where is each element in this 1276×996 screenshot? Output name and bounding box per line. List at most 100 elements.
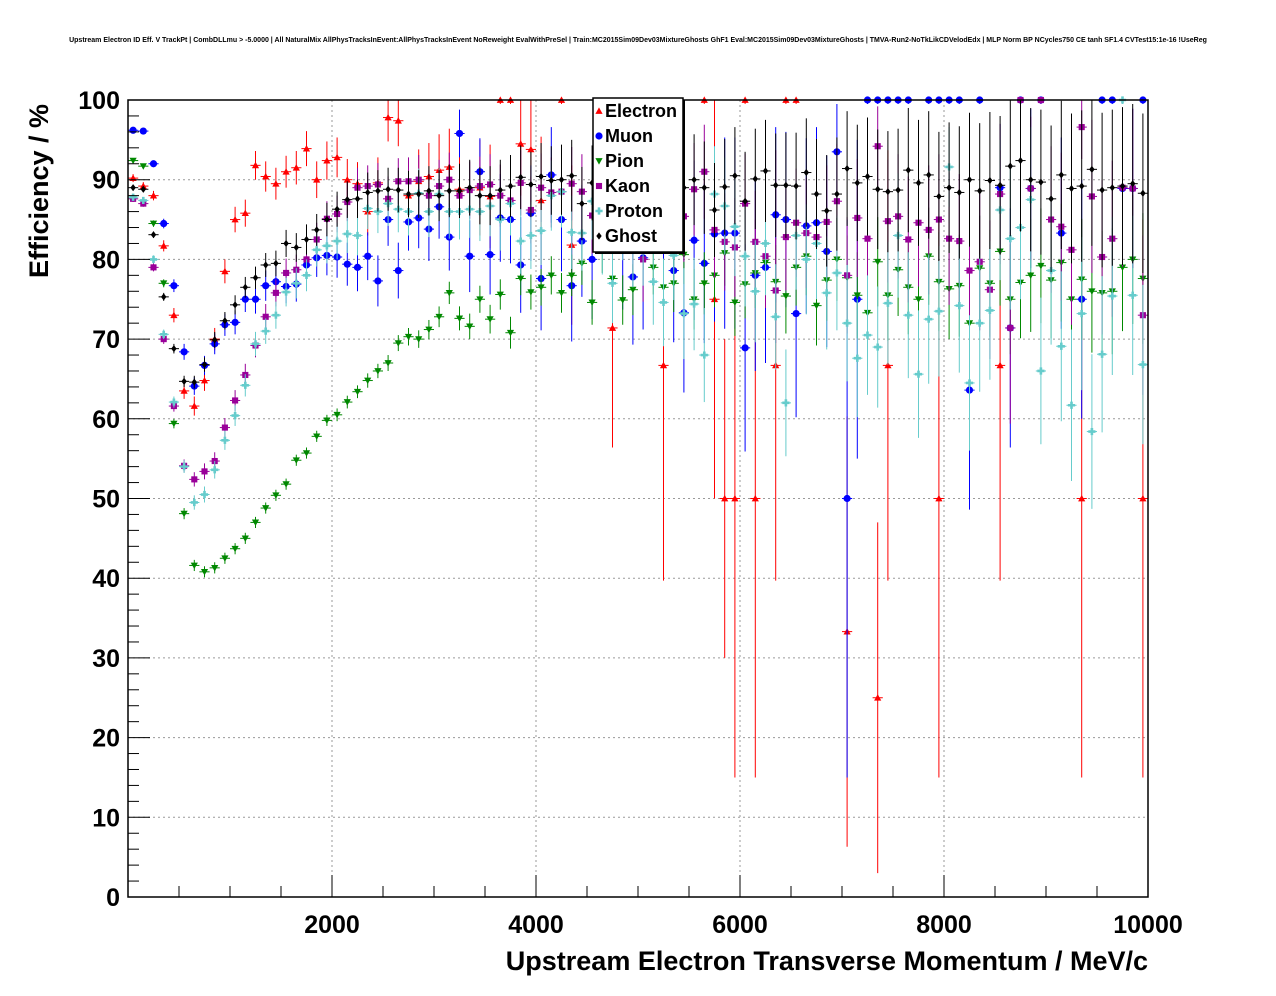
ghost-marker	[171, 345, 177, 353]
ghost-point	[852, 124, 863, 242]
ghost-point	[699, 141, 710, 234]
proton-marker	[1057, 342, 1065, 350]
ghost-point	[760, 119, 771, 222]
ghost-marker	[824, 207, 830, 215]
proton-point	[301, 259, 312, 292]
ghost-point	[434, 170, 445, 222]
pion-marker	[394, 340, 402, 347]
pion-marker	[251, 519, 260, 527]
ghost-point	[750, 128, 761, 230]
pion-point	[423, 319, 434, 340]
proton-marker	[874, 343, 882, 351]
proton-point	[189, 495, 200, 510]
muon-point	[372, 255, 383, 307]
ghost-point	[984, 111, 995, 250]
ghost-marker	[314, 226, 320, 234]
proton-point	[1097, 276, 1108, 433]
proton-marker	[863, 331, 872, 339]
electron-point	[168, 308, 179, 323]
electron-point	[148, 190, 159, 201]
legend-item-electron: Electron	[595, 101, 677, 121]
muon-point	[148, 160, 159, 168]
electron-marker	[751, 494, 759, 502]
proton-marker	[904, 311, 912, 319]
data-series	[128, 96, 1148, 874]
proton-point	[240, 374, 251, 397]
ghost-point	[199, 357, 210, 372]
proton-point	[148, 255, 159, 264]
pion-marker	[527, 289, 535, 296]
pion-marker	[425, 326, 433, 334]
electron-marker	[721, 494, 729, 502]
ghost-point	[536, 143, 547, 210]
ghost-point	[281, 229, 292, 258]
electron-point	[230, 206, 241, 233]
ghost-point	[158, 292, 169, 301]
ghost-marker	[956, 188, 962, 197]
muon-marker	[262, 282, 270, 290]
proton-marker	[802, 255, 810, 263]
pion-marker	[384, 360, 392, 367]
y-tick-label: 30	[92, 645, 120, 673]
pion-point	[332, 408, 343, 422]
muon-point	[362, 232, 373, 281]
proton-point	[1086, 354, 1097, 509]
proton-marker	[1139, 361, 1147, 369]
electron-marker	[1139, 494, 1147, 502]
ghost-point	[260, 253, 271, 277]
proton-marker	[761, 239, 770, 248]
ghost-marker	[507, 182, 514, 190]
ghost-marker	[487, 192, 493, 200]
proton-point	[780, 349, 791, 457]
pion-marker	[557, 289, 566, 297]
proton-point	[923, 254, 934, 384]
x-tick-label: 4000	[508, 911, 564, 939]
electron-marker	[517, 140, 525, 147]
y-tick-label: 60	[92, 406, 120, 434]
proton-marker	[986, 306, 994, 315]
muon-marker	[690, 236, 698, 244]
ghost-marker	[130, 184, 136, 192]
pion-marker	[200, 568, 209, 576]
ghost-point	[352, 179, 363, 218]
pion-point	[372, 363, 383, 379]
pion-marker	[231, 545, 239, 553]
ghost-marker	[334, 205, 340, 213]
electron-marker	[231, 215, 239, 223]
ghost-point	[964, 112, 975, 247]
pion-marker	[782, 293, 790, 300]
ghost-point	[923, 111, 934, 239]
proton-point	[260, 318, 271, 344]
y-tick-label: 80	[92, 246, 120, 274]
ghost-marker	[477, 192, 483, 200]
ghost-marker	[385, 185, 391, 193]
electron-marker	[527, 145, 535, 153]
proton-point	[954, 238, 965, 373]
pion-point	[536, 268, 547, 306]
kaon-point	[189, 472, 200, 487]
pion-point	[260, 502, 271, 514]
ghost-marker	[1140, 189, 1146, 197]
muon-marker	[455, 129, 464, 138]
pion-marker	[812, 302, 821, 310]
ghost-marker	[569, 172, 575, 180]
proton-point	[1035, 297, 1046, 445]
kaon-marker	[221, 424, 228, 431]
y-tick-label: 10	[92, 804, 120, 832]
proton-marker	[1006, 235, 1014, 243]
muon-marker	[374, 277, 382, 285]
pion-marker	[282, 481, 290, 488]
electron-marker	[996, 361, 1004, 369]
electron-marker	[333, 153, 341, 161]
proton-marker	[568, 228, 576, 236]
ghost-point	[332, 191, 343, 227]
ghost-marker	[1028, 176, 1034, 184]
ghost-marker	[977, 187, 983, 195]
electron-point	[393, 100, 404, 147]
electron-marker	[241, 209, 249, 217]
ghost-point	[321, 202, 332, 237]
ghost-point	[454, 163, 465, 218]
muon-marker	[486, 251, 494, 259]
ghost-point	[179, 375, 190, 387]
pion-point	[148, 220, 159, 228]
